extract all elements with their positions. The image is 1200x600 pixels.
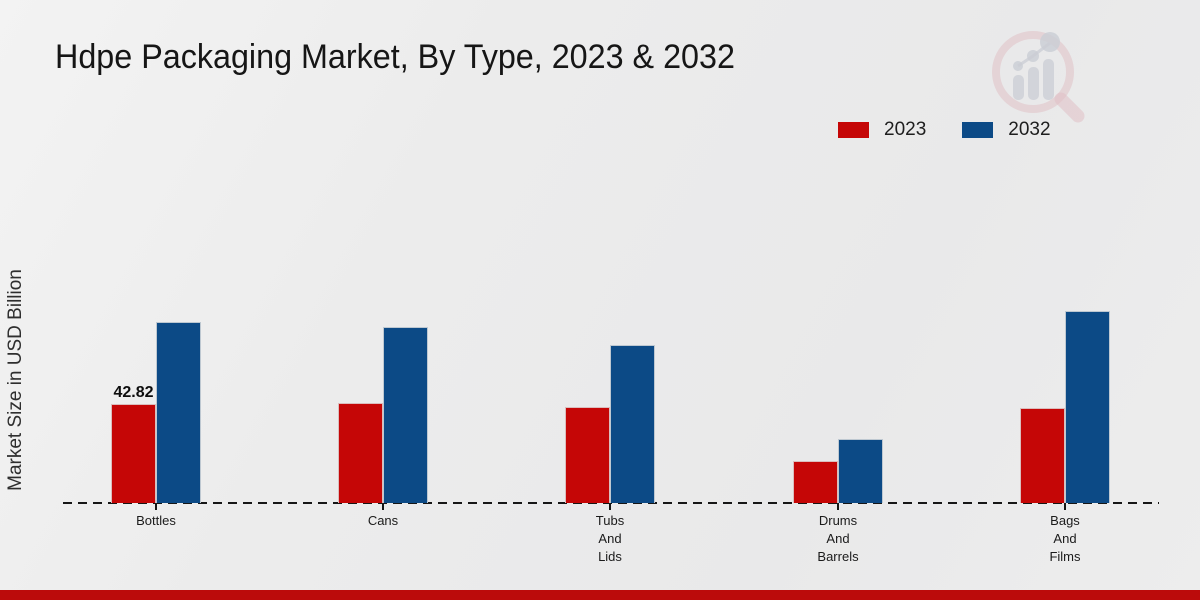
legend-item-2032: 2032 xyxy=(962,119,1051,141)
x-axis-tick-cans xyxy=(382,503,384,510)
bar-2032-bottles xyxy=(156,322,201,503)
bar-2032-tubs-and-lids xyxy=(610,345,655,503)
legend-swatch-2032 xyxy=(962,122,994,138)
footer-red-bar xyxy=(0,590,1200,600)
legend-label-2032: 2032 xyxy=(1008,119,1051,140)
bar-2023-cans xyxy=(338,402,383,503)
category-label-bottles: Bottles xyxy=(136,513,176,528)
bar-2023-tubs-and-lids xyxy=(565,407,610,503)
x-axis-tick-bags-and-films xyxy=(1064,503,1066,510)
x-axis-tick-drums-and-barrels xyxy=(837,503,839,510)
bar-value-label: 42.82 xyxy=(113,384,154,401)
bar-2032-bags-and-films xyxy=(1065,311,1110,503)
bar-2032-drums-and-barrels xyxy=(838,438,883,503)
market-research-future-logo-icon xyxy=(983,26,1088,126)
bar-2023-drums-and-barrels xyxy=(793,460,838,503)
bar-2023-bags-and-films xyxy=(1020,407,1065,503)
chart-title: Hdpe Packaging Market, By Type, 2023 & 2… xyxy=(55,38,735,76)
category-label-drums-and-barrels: Drums And Barrels xyxy=(817,513,859,564)
legend-swatch-2023 xyxy=(838,122,869,138)
legend-label-2023: 2023 xyxy=(884,119,927,140)
legend: 2023 2032 xyxy=(838,119,1051,141)
x-axis-baseline xyxy=(63,502,1159,504)
category-label-cans: Cans xyxy=(367,513,399,528)
category-label-tubs-and-lids: Tubs And Lids xyxy=(595,513,625,564)
legend-item-2023: 2023 xyxy=(838,119,926,141)
x-axis-tick-bottles xyxy=(155,503,157,510)
bar-2032-cans xyxy=(383,327,428,503)
x-axis-tick-tubs-and-lids xyxy=(609,503,611,510)
category-label-bags-and-films: Bags And Films xyxy=(1049,513,1081,564)
bar-2023-bottles xyxy=(111,404,156,503)
